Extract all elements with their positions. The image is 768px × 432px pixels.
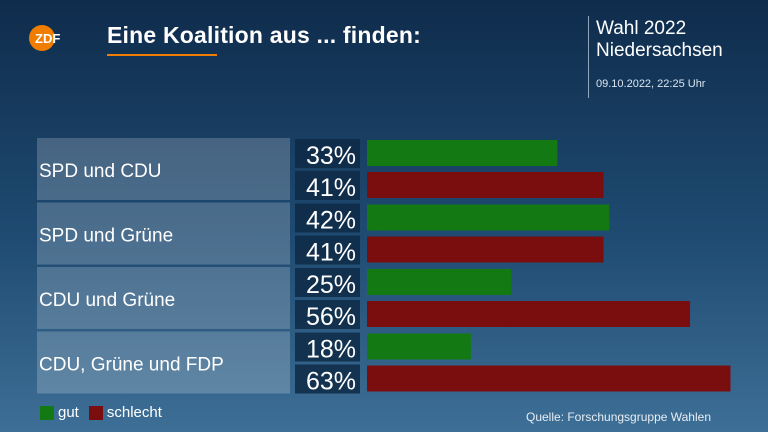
value-label: 63% xyxy=(306,368,356,396)
legend-item-gut: gut xyxy=(40,404,79,421)
bar-schlecht xyxy=(367,301,691,327)
zdf-logo-text: ZDF xyxy=(35,31,60,46)
value-label: 41% xyxy=(306,239,356,267)
legend-label-gut: gut xyxy=(58,404,79,421)
bar-gut xyxy=(367,140,558,166)
event-title: Wahl 2022 Niedersachsen xyxy=(596,18,723,62)
category-label: SPD und Grüne xyxy=(39,226,173,247)
value-label: 42% xyxy=(306,207,356,235)
value-label-box xyxy=(295,364,360,394)
zdf-logo: ZDF xyxy=(29,25,60,51)
event-title-line2: Niedersachsen xyxy=(596,40,723,61)
legend: gut schlecht xyxy=(40,404,172,421)
value-label: 25% xyxy=(306,271,356,299)
category-label: CDU und Grüne xyxy=(39,290,175,311)
title-underline xyxy=(107,54,217,56)
value-label-box xyxy=(295,332,360,362)
value-label: 41% xyxy=(306,174,356,202)
value-label-box xyxy=(295,268,360,297)
legend-label-schlecht: schlecht xyxy=(106,404,162,421)
event-divider xyxy=(588,16,589,98)
value-label: 33% xyxy=(306,142,356,170)
legend-swatch-schlecht xyxy=(88,405,103,420)
category-label-box xyxy=(37,138,290,200)
source-note: Quelle: Forschungsgruppe Wahlen xyxy=(526,410,711,424)
event-title-line1: Wahl 2022 xyxy=(596,18,687,39)
value-label: 56% xyxy=(306,303,356,331)
category-label-box xyxy=(37,331,290,394)
bar-gut xyxy=(367,204,610,231)
value-label-box xyxy=(295,203,360,233)
bar-gut xyxy=(367,269,512,295)
category-label-box xyxy=(37,202,290,265)
value-label-box xyxy=(295,300,360,329)
value-label-box xyxy=(295,139,360,168)
zdf-logo-circle xyxy=(29,25,55,51)
category-label: CDU, Grüne und FDP xyxy=(39,355,224,376)
value-label: 18% xyxy=(306,336,356,364)
legend-swatch-gut xyxy=(40,405,54,420)
legend-item-schlecht: schlecht xyxy=(88,404,162,421)
bar-schlecht xyxy=(367,236,604,263)
bar-schlecht xyxy=(367,172,604,198)
value-label-box xyxy=(295,171,360,200)
timestamp: 09.10.2022, 22:25 Uhr xyxy=(596,78,706,90)
page-title: Eine Koalition aus ... finden: xyxy=(107,22,421,48)
bar-gut xyxy=(367,333,471,360)
category-label: SPD und CDU xyxy=(39,161,162,182)
category-label-box xyxy=(37,267,290,329)
bar-schlecht xyxy=(367,365,731,392)
value-label-box xyxy=(295,235,360,265)
